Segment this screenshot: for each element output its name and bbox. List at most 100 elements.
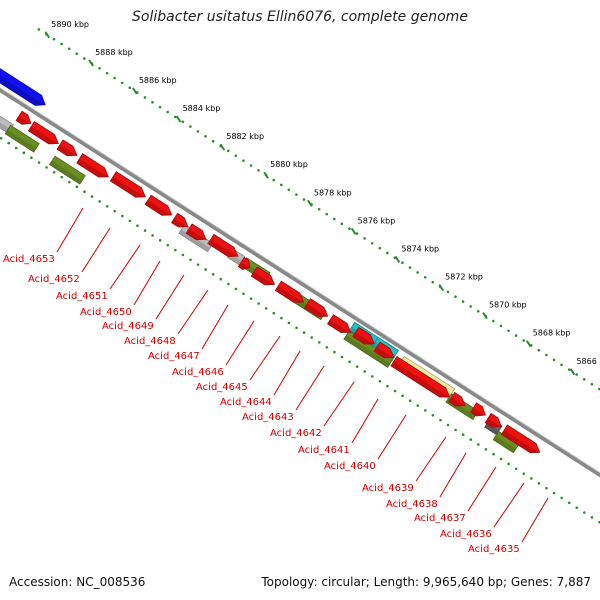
gene-label: Acid_4639 <box>362 483 414 494</box>
inner-dot <box>408 399 412 403</box>
scale-dot <box>476 310 480 313</box>
feature-grey-shade <box>178 229 210 252</box>
gene-label: Acid_4646 <box>172 367 224 378</box>
inner-dot <box>14 146 18 150</box>
scale-dot <box>348 227 351 230</box>
gene-label: Acid_4636 <box>440 529 492 540</box>
scale-dot <box>575 373 578 376</box>
gene-label: Acid_4650 <box>80 307 132 318</box>
leader-line <box>493 482 525 528</box>
inner-dot <box>537 482 541 485</box>
gene-arrow-red <box>250 266 276 286</box>
scale-tick <box>438 283 445 292</box>
inner-dot <box>416 404 420 407</box>
inner-dot <box>196 263 200 266</box>
gene-label: Acid_4651 <box>56 291 108 302</box>
leader-line <box>201 304 229 350</box>
inner-dot <box>370 375 374 378</box>
inner-dot <box>393 389 397 393</box>
inner-dot <box>105 204 109 208</box>
gene-arrow-red <box>303 298 329 318</box>
scale-label: 5876 kbp <box>358 216 396 225</box>
scale-label: 5868 kbp <box>533 329 571 338</box>
feature-green-shade <box>49 160 83 185</box>
scale-dot <box>431 280 435 284</box>
scale-dot <box>75 52 79 56</box>
gene-arrow-red-shade <box>470 407 486 416</box>
scale-dot <box>416 271 419 274</box>
gene-label: Acid_4644 <box>220 397 272 408</box>
map-title: Solibacter usitatus Ellin6076, complete … <box>132 9 468 25</box>
inner-dot <box>174 248 177 252</box>
scale-label: 5866 kbp <box>576 357 600 366</box>
inner-dot <box>272 311 276 315</box>
inner-dot <box>166 243 170 247</box>
inner-dot <box>530 477 533 480</box>
scale-tick <box>482 312 488 320</box>
inner-dot <box>181 253 185 257</box>
inner-dot <box>7 141 10 145</box>
gene-arrow-red-shade <box>374 347 394 358</box>
gene-arrow-red-shade <box>251 272 275 285</box>
gene-arrow-red-shade <box>485 418 502 428</box>
scale-dot <box>226 149 230 153</box>
scale-ticks <box>44 31 576 376</box>
inner-dot <box>128 219 132 223</box>
scale-dot <box>582 378 586 381</box>
gene-arrow-red-shade <box>28 126 59 144</box>
gene-label: Acid_4648 <box>124 336 176 347</box>
scale-dot <box>446 290 450 294</box>
inner-dot <box>280 316 283 320</box>
feature-green <box>49 155 86 185</box>
inner-dot <box>484 448 488 451</box>
inner-dot <box>67 180 71 184</box>
scale-dot <box>287 188 291 192</box>
gene-arrow-red <box>373 341 395 359</box>
gene-arrow-red <box>144 194 173 216</box>
scale-dot <box>499 324 503 328</box>
leader-line <box>521 497 549 543</box>
scale-tick <box>569 368 576 376</box>
inner-dot <box>45 166 48 169</box>
scale-dot <box>143 96 147 99</box>
scale-dot <box>552 358 556 362</box>
inner-dot <box>590 516 594 519</box>
scale-label: 5890 kbp <box>51 20 89 29</box>
inner-dot <box>477 443 480 446</box>
gene-arrow-red-shade <box>448 397 466 407</box>
inner-dot <box>492 452 495 456</box>
gene-arrow-red-shade <box>327 319 351 333</box>
gene-arrow-red-shade <box>171 218 188 227</box>
inner-dot <box>310 336 313 339</box>
scale-dot <box>522 339 525 342</box>
leader-line <box>439 452 467 498</box>
gene-arrow-red-shade <box>186 229 206 240</box>
inner-dot <box>264 307 268 310</box>
scale-dot <box>60 42 63 46</box>
inner-dot <box>234 287 238 291</box>
scale-dot <box>173 115 177 119</box>
scale-tick <box>175 115 182 123</box>
scale-dot <box>83 57 86 60</box>
scale-dot <box>325 212 329 216</box>
inner-dot <box>545 486 548 490</box>
gene-label: Acid_4642 <box>270 428 322 439</box>
scale-dot <box>67 47 71 51</box>
inner-dot <box>158 239 162 242</box>
leader-line <box>377 414 407 460</box>
inner-dot <box>522 472 526 475</box>
leader-line <box>273 350 301 396</box>
inner-dot <box>287 321 291 325</box>
gene-track <box>0 68 541 454</box>
feature-green-shade <box>343 335 391 368</box>
gene-arrow-red <box>500 424 541 454</box>
inner-dot <box>151 234 154 237</box>
scale-dot <box>408 266 412 269</box>
gene-arrow-red-shade <box>352 332 375 345</box>
inner-dot <box>355 365 359 368</box>
inner-dot <box>424 409 427 412</box>
inner-dot <box>242 292 245 296</box>
gene-arrow-red <box>237 256 251 270</box>
inner-dot <box>249 297 253 300</box>
inner-dot <box>143 229 147 232</box>
